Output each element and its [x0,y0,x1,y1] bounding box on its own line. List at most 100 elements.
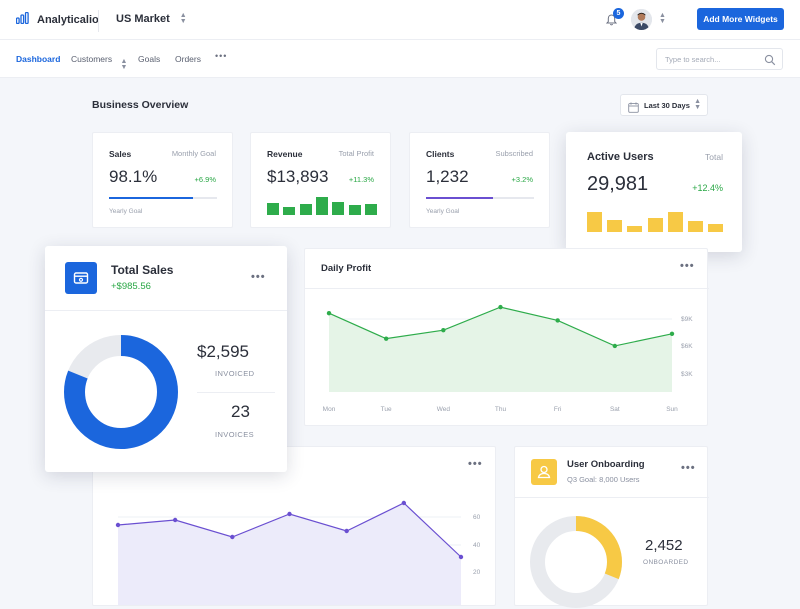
invoiced-value: $2,595 [197,342,249,361]
data-point [498,304,503,310]
y-tick-label: 40 [473,542,481,549]
mini-bar [607,219,623,232]
sales-donut-chart [64,335,178,449]
notification-badge: 5 [613,8,624,19]
donut-segment [530,516,622,608]
y-tick-label: $3K [681,371,693,378]
more-nav-button[interactable]: ••• [215,51,228,61]
mini-bar [315,197,328,215]
y-tick-label: $6K [681,343,693,350]
total-sales-card[interactable]: Total Sales +$985.56 ••• $2,595 INVOICED… [45,246,287,472]
y-tick-label: 20 [473,569,481,576]
data-point [326,310,332,316]
calendar-icon [628,100,639,118]
invoices-value: 23 [231,402,250,421]
search-icon [764,53,776,71]
daily-profit-card: Daily Profit ••• $9K $6K $3K Mon Tue Wed Thu Fr… [304,248,709,426]
data-point [555,318,560,323]
mini-bar [587,212,602,232]
data-point [441,327,446,333]
tab-customers-label: Customers [71,54,113,64]
mini-bar [364,203,377,215]
market-label: US Market [116,13,170,25]
onboarding-donut-chart [530,516,622,608]
card-title: Daily Profit [321,263,372,274]
divider [98,10,99,32]
invoices-label: INVOICES [215,430,255,439]
more-options-icon[interactable]: ••• [681,462,696,474]
top-bar: Analyticalio US Market ▲ ▼ 5 ▲ ▼ Add More … [0,0,800,40]
card-subtitle: Monthly Goal [171,149,216,158]
card-change: +3.2% [511,175,533,184]
account-menu-arrows-icon[interactable]: ▲ ▼ [659,12,666,25]
card-value: 1,232 [426,167,469,186]
x-tick-label: Fri [554,406,562,413]
divider [45,310,287,311]
app-name: Analyticalio [37,14,99,26]
mini-bar [267,203,279,215]
mini-bar [688,221,703,232]
bar-chart-icon [15,11,29,29]
data-point [612,343,618,349]
area-fill [329,307,672,392]
card-title: Clients [426,149,455,159]
mini-bar-chart [587,212,727,232]
user-onboarding-card: User Onboarding Q3 Goal: 8,000 Users •••… [514,446,709,608]
progress-bar [426,197,534,199]
data-point [287,511,292,517]
daily-profit-chart: $9K $6K $3K Mon Tue Wed Thu Fri Sat Sun [323,304,693,413]
card-title: Revenue [267,149,303,159]
mini-bar [708,223,724,232]
market-selector[interactable]: US Market ▲ ▼ [116,12,187,25]
data-point [401,500,407,506]
search-placeholder: Type to search... [665,55,721,64]
tab-orders[interactable]: Orders [175,54,201,64]
x-tick-label: Tue [381,406,392,413]
card-subtitle: Subscribed [495,149,533,158]
x-tick-label: Mon [323,406,336,413]
progress-fill [109,197,194,199]
divider [515,497,709,498]
page-title: Business Overview [92,99,189,111]
data-point [230,534,235,540]
card-subtitle: Total [705,152,723,162]
progress-fill [426,197,493,199]
mini-bar [283,206,296,215]
clients-card: Clients Subscribed 1,232 +3.2% Yearly Go… [409,132,550,228]
search-input[interactable]: Type to search... [656,48,783,70]
mini-bar [348,205,361,215]
revenue-card: Revenue Total Profit $13,893 +11.3% [250,132,391,228]
y-tick-label: 60 [473,514,481,521]
card-title: Sales [109,149,132,159]
card-subtitle: Total Profit [338,149,374,158]
progress-bar [109,197,217,199]
y-tick-label: $9K [681,316,693,323]
onboarded-label: ONBOARDED [643,559,689,566]
date-range-selector[interactable]: Last 30 Days ▲ ▼ [620,94,708,116]
card-change: +11.3% [348,175,374,184]
more-options-icon[interactable]: ••• [468,458,483,470]
data-point [669,331,675,336]
divider [197,392,275,393]
tab-goals[interactable]: Goals [138,54,161,64]
card-subtitle: Q3 Goal: 8,000 Users [567,475,640,484]
add-widgets-button[interactable]: Add More Widgets [697,8,784,30]
mini-bar-chart [267,197,377,215]
tab-customers[interactable]: Customers ▲ ▼ [71,54,127,71]
mini-bar [299,204,312,215]
tab-dashboard[interactable]: Dashboard [16,54,61,64]
more-options-icon[interactable]: ••• [251,271,266,283]
invoiced-label: INVOICED [215,369,255,378]
x-tick-label: Sat [610,406,620,413]
app-logo[interactable]: Analyticalio [15,11,99,29]
active-users-card[interactable]: Active Users Total 29,981 +12.4% [566,132,742,252]
mini-bar [647,218,663,232]
sales-card: Sales Monthly Goal 98.1% +6.9% Yearly Go… [92,132,233,228]
data-point [458,554,464,560]
x-tick-label: Wed [437,406,451,413]
more-options-icon[interactable]: ••• [680,260,695,272]
card-change: +6.9% [194,175,216,184]
data-point [383,336,389,341]
progress-label: Yearly Goal [109,208,143,215]
avatar[interactable] [631,9,652,30]
